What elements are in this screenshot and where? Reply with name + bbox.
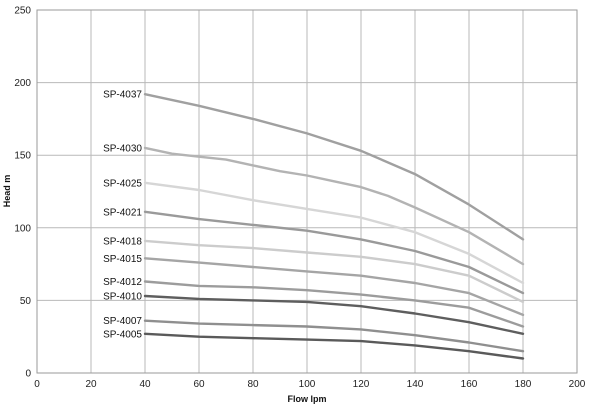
x-tick-label: 40	[139, 379, 151, 390]
x-tick-label: 60	[193, 379, 205, 390]
y-tick-label: 200	[14, 78, 31, 89]
plot-frame	[36, 9, 578, 374]
series-label-sp-4025: SP-4025	[103, 178, 142, 189]
x-tick-label: 20	[85, 379, 97, 390]
series-line-sp-4025	[143, 181, 525, 285]
series-line-sp-4005	[143, 332, 525, 360]
series-line-sp-4018	[143, 239, 525, 304]
series-label-sp-4007: SP-4007	[103, 316, 142, 327]
x-tick-labels: 0 20 40 60 80 100 120 140 160 180 200	[34, 379, 586, 390]
series-label-sp-4018: SP-4018	[103, 236, 142, 247]
series-label-sp-4021: SP-4021	[103, 207, 142, 218]
x-tick-label: 0	[34, 379, 40, 390]
series-line-sp-4015	[143, 257, 525, 317]
series-line-sp-4037	[143, 92, 525, 241]
series-labels: SP-4037 SP-4030 SP-4025 SP-4021 SP-4018 SP-40…	[103, 90, 142, 341]
series-label-sp-4037: SP-4037	[103, 90, 142, 101]
y-tick-label: 50	[20, 296, 32, 307]
y-tick-label: 150	[14, 151, 31, 162]
series-line-sp-4007	[143, 319, 525, 353]
x-tick-label: 100	[299, 379, 316, 390]
y-axis-title: Head m	[2, 175, 12, 208]
series-label-sp-4012: SP-4012	[103, 277, 142, 288]
x-tick-label: 180	[515, 379, 532, 390]
series-lines	[143, 92, 525, 360]
x-tick-label: 120	[353, 379, 370, 390]
series-label-sp-4010: SP-4010	[103, 292, 142, 303]
x-tick-label: 200	[569, 379, 586, 390]
y-tick-labels: 0 50 100 150 200 250	[14, 6, 31, 380]
x-tick-label: 160	[461, 379, 478, 390]
y-tick-label: 0	[25, 369, 31, 380]
series-label-sp-4005: SP-4005	[103, 329, 142, 340]
series-line-sp-4012	[143, 280, 525, 328]
series-line-sp-4030	[143, 146, 525, 266]
series-label-sp-4030: SP-4030	[103, 143, 142, 154]
x-tick-label: 140	[407, 379, 424, 390]
y-tick-label: 250	[14, 6, 31, 17]
x-tick-label: 80	[247, 379, 259, 390]
series-line-sp-4010	[143, 294, 525, 335]
series-label-sp-4015: SP-4015	[103, 254, 142, 265]
series-line-sp-4021	[143, 210, 525, 295]
y-tick-label: 100	[14, 223, 31, 234]
x-axis-title: Flow lpm	[288, 394, 327, 404]
